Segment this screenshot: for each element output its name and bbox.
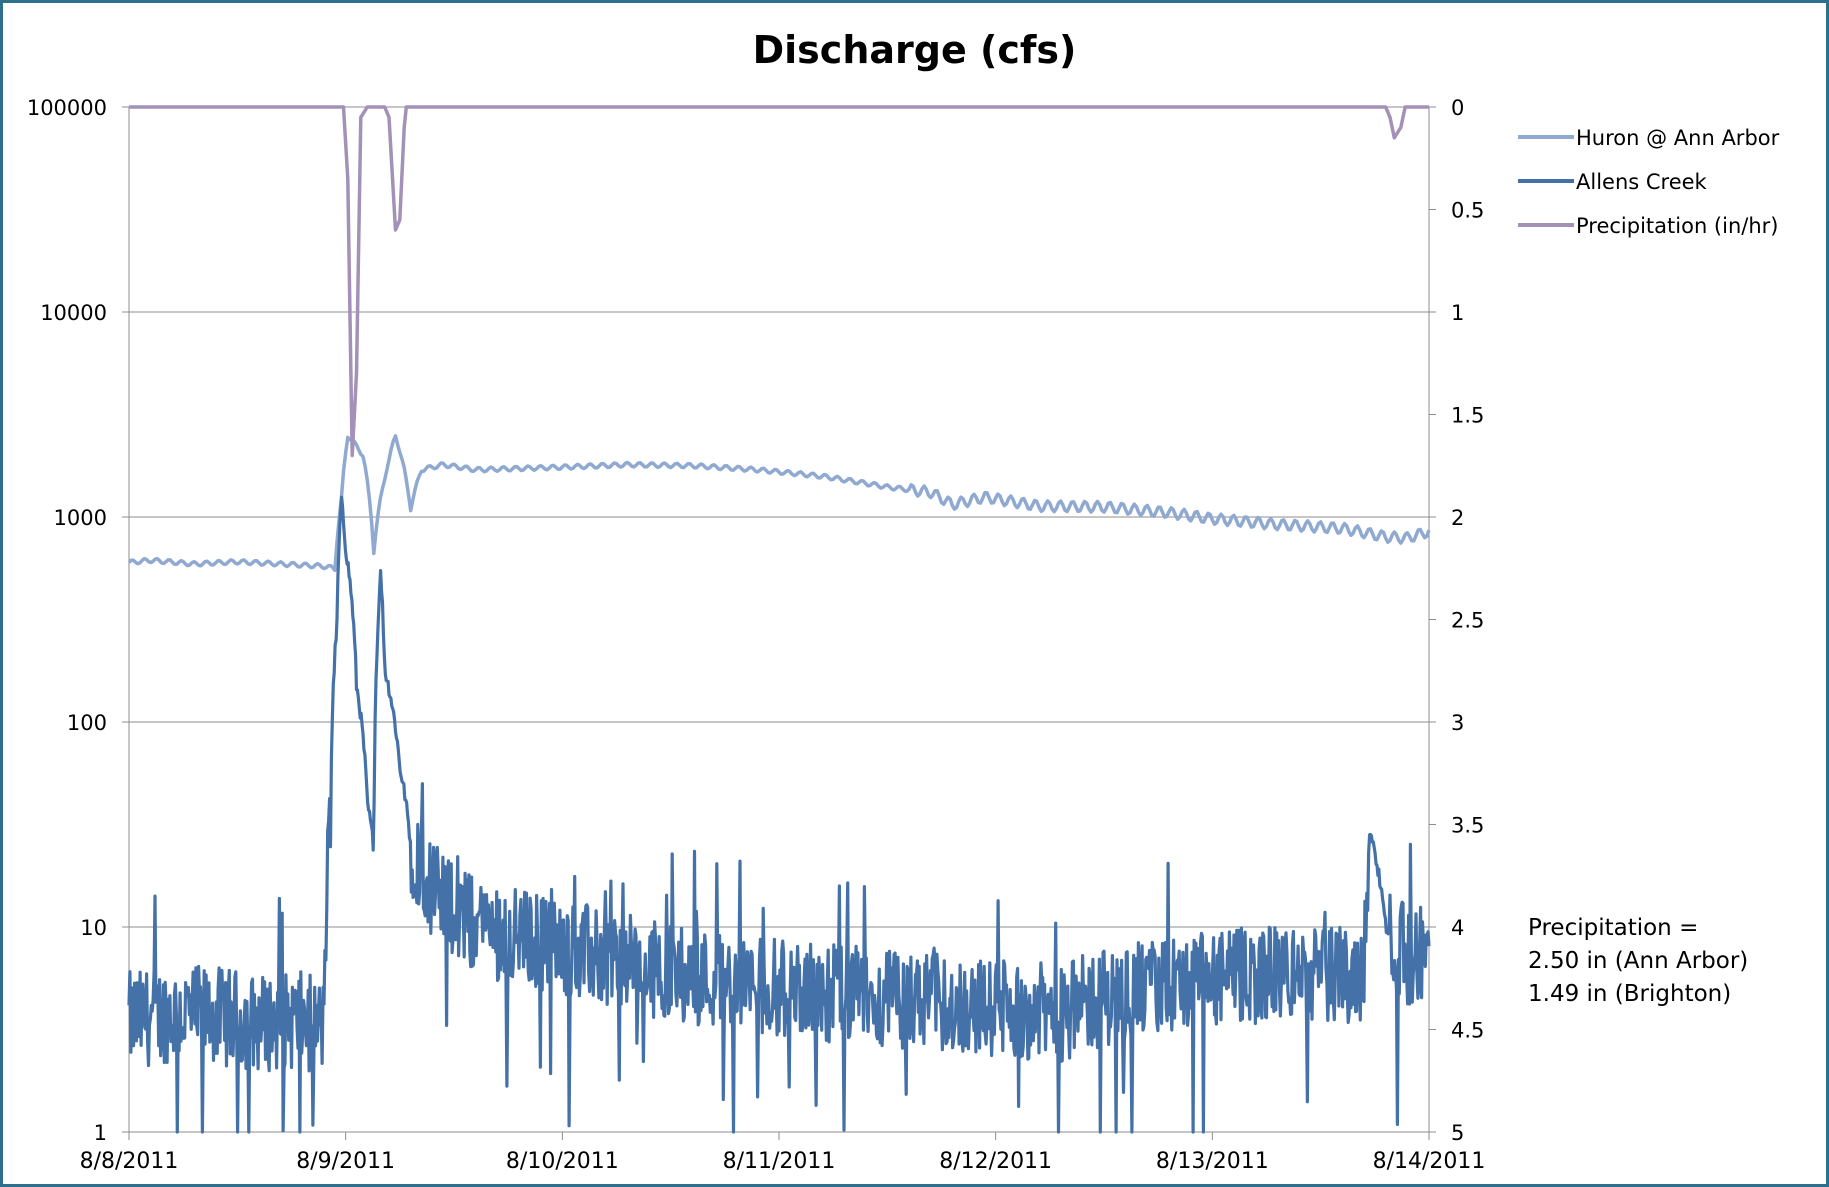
series-precipitation (129, 105, 1429, 458)
y-left-tick-label: 100 (67, 711, 107, 735)
y-right-tick-label: 2 (1451, 506, 1464, 530)
x-tick-label: 8/14/2011 (1373, 1149, 1486, 1174)
axes: 10000010000100010010100.511.522.533.544.… (27, 96, 1486, 1174)
y-right-tick-label: 3.5 (1451, 814, 1484, 838)
annotation-line-2: 2.50 in (Ann Arbor) (1528, 948, 1749, 974)
y-right-tick-label: 3 (1451, 711, 1464, 735)
y-left-tick-label: 10000 (40, 301, 107, 325)
x-tick-label: 8/12/2011 (939, 1149, 1052, 1174)
legend-label: Allens Creek (1576, 170, 1708, 194)
annotation-line-1: Precipitation = (1528, 915, 1699, 941)
x-tick-label: 8/11/2011 (723, 1149, 836, 1174)
y-left-tick-label: 100000 (27, 96, 107, 120)
x-tick-label: 8/9/2011 (296, 1149, 395, 1174)
series-huron-ann-arbor (127, 434, 1431, 573)
y-right-tick-label: 2.5 (1451, 609, 1484, 633)
y-right-tick-label: 4.5 (1451, 1019, 1484, 1043)
x-tick-label: 8/13/2011 (1156, 1149, 1269, 1174)
x-tick-label: 8/8/2011 (80, 1149, 179, 1174)
y-left-tick-label: 1 (94, 1121, 107, 1145)
chart-title: Discharge (cfs) (752, 28, 1077, 72)
y-right-tick-label: 0.5 (1451, 199, 1484, 223)
y-right-tick-label: 1 (1451, 301, 1464, 325)
series-layer (127, 105, 1431, 1134)
legend-label: Precipitation (in/hr) (1576, 214, 1778, 238)
y-left-tick-label: 1000 (54, 506, 107, 530)
y-right-tick-label: 4 (1451, 916, 1464, 940)
x-tick-label: 8/10/2011 (506, 1149, 619, 1174)
legend-label: Huron @ Ann Arbor (1576, 126, 1780, 150)
y-right-tick-label: 0 (1451, 96, 1464, 120)
annotation-line-3: 1.49 in (Brighton) (1528, 981, 1732, 1007)
precipitation-annotation: Precipitation = 2.50 in (Ann Arbor) 1.49… (1528, 912, 1748, 1011)
legend: Huron @ Ann Arbor Allens Creek Precipitati… (1518, 126, 1780, 238)
y-right-tick-label: 1.5 (1451, 404, 1484, 428)
y-left-tick-label: 10 (80, 916, 107, 940)
series-allens-creek (127, 495, 1431, 1134)
y-right-tick-label: 5 (1451, 1121, 1464, 1145)
